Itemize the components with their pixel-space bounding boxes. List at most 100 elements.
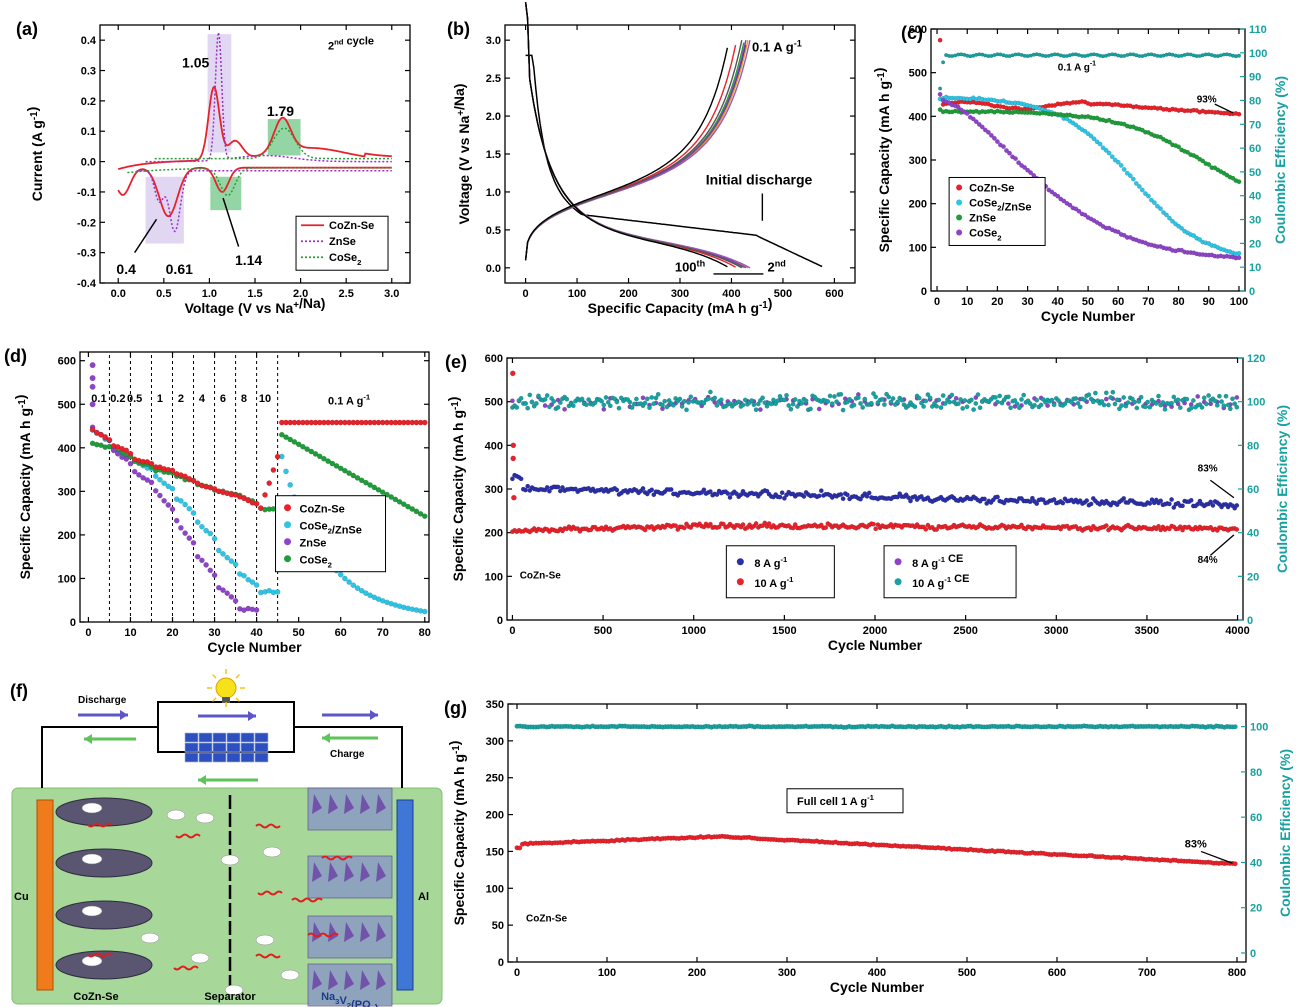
ce-point — [758, 407, 763, 412]
y-axis-title: Specific Capacity (mA h g-1) — [12, 395, 33, 580]
x-tick-label: 300 — [671, 288, 689, 300]
y-tick-label: 400 — [485, 440, 503, 452]
capacity-point — [1208, 499, 1214, 505]
ce-point — [1145, 399, 1151, 405]
ce-point — [736, 399, 742, 405]
ce-point — [960, 405, 966, 411]
y-tick-label: -0.2 — [77, 217, 96, 229]
capacity-point — [1164, 212, 1169, 218]
ce-point — [1106, 402, 1111, 408]
y-tick-label: 100 — [485, 571, 503, 583]
capacity-point — [1200, 158, 1206, 164]
capacity-point — [396, 498, 403, 505]
ce-point — [942, 401, 948, 406]
capacity-point — [194, 553, 201, 560]
capacity-point — [1014, 499, 1020, 504]
ce-point — [871, 391, 876, 396]
capacity-point — [1022, 164, 1027, 170]
capacity-point — [649, 524, 655, 529]
capacity-point — [1030, 495, 1035, 501]
ce-point — [592, 400, 598, 406]
x-tick-label: 4000 — [1225, 625, 1249, 637]
capacity-point — [673, 523, 678, 529]
ce-point — [1134, 405, 1140, 411]
capacity-point — [934, 527, 939, 532]
legend-box — [725, 545, 835, 599]
rate-label: 8 — [241, 393, 247, 405]
discharge-arrow — [248, 711, 256, 721]
crystal-facet — [360, 970, 370, 990]
ce-point — [681, 398, 687, 404]
capacity-point — [89, 375, 96, 382]
ce-point — [1160, 399, 1166, 405]
ce-point — [1112, 401, 1118, 407]
y2-tick-label: 100 — [1249, 48, 1267, 60]
curve-discharge — [524, 2, 749, 269]
capacity-point — [801, 493, 807, 499]
ce-point — [1045, 403, 1051, 408]
capacity-point — [178, 498, 184, 504]
crystal-facet — [344, 970, 354, 990]
ce-point — [786, 403, 792, 408]
capacity-point — [165, 502, 172, 508]
ce-point — [921, 404, 926, 409]
note-label: 2nd cycle — [328, 35, 374, 52]
legend-label: ZnSe — [329, 236, 356, 248]
ce-point — [684, 407, 689, 413]
crystal-facet — [312, 922, 322, 942]
ce-point — [941, 60, 946, 65]
capacity-point — [312, 451, 319, 457]
capacity-point — [169, 506, 176, 513]
panel-label: (g) — [444, 698, 467, 718]
capacity-point — [186, 535, 193, 541]
ce-point — [934, 403, 939, 409]
legend-swatch — [894, 558, 902, 566]
ce-point — [1121, 395, 1127, 400]
capacity-point — [1156, 523, 1161, 529]
legend-label: CoZn-Se — [969, 182, 1014, 194]
ce-point — [510, 398, 515, 404]
capacity-point — [845, 492, 850, 498]
ce-point — [557, 400, 563, 405]
note-label: 0.1 A g-1 — [752, 39, 802, 55]
ce-point — [782, 397, 787, 403]
x-tick-label: 100 — [1230, 296, 1248, 308]
capacity-point — [379, 489, 386, 496]
x-tick-label: 30 — [1021, 296, 1033, 308]
capacity-point — [371, 484, 378, 491]
ce-point — [514, 404, 520, 410]
capacity-point — [220, 551, 226, 557]
ce-point — [616, 405, 622, 411]
ce-point — [808, 406, 813, 412]
legend-label: CoSe2/ZnSe — [300, 521, 362, 537]
capacity-point — [1124, 170, 1130, 176]
capacity-point — [400, 501, 407, 508]
capacity-point — [1169, 497, 1175, 502]
capacity-point — [716, 524, 722, 530]
crystal-facet — [312, 862, 322, 882]
panel-cell — [184, 732, 199, 743]
ce-point — [803, 398, 809, 404]
panel-cell — [212, 732, 227, 743]
x-tick-label: 50 — [293, 627, 305, 639]
ce-point — [1177, 405, 1183, 410]
ce-point — [825, 398, 831, 404]
legend-label: 8 A g-1 — [754, 555, 788, 570]
ce-point — [1230, 396, 1235, 402]
capacity-point — [1234, 502, 1240, 508]
ce-point — [662, 398, 668, 404]
capacity-point — [1082, 212, 1088, 218]
capacity-point — [1004, 148, 1009, 154]
y2-tick-label: 90 — [1249, 72, 1261, 84]
ce-point — [977, 405, 983, 411]
solar-panel-icon — [184, 732, 269, 763]
capacity-point — [1085, 131, 1091, 137]
annotation-label: 1.05 — [182, 54, 209, 70]
capacity-point — [1007, 150, 1012, 156]
ce-point — [1016, 405, 1022, 411]
capacity-point — [333, 463, 340, 469]
ce-point — [614, 399, 620, 405]
capacity-point — [1133, 180, 1139, 186]
capacity-point — [421, 513, 428, 520]
ce-point — [938, 86, 943, 91]
